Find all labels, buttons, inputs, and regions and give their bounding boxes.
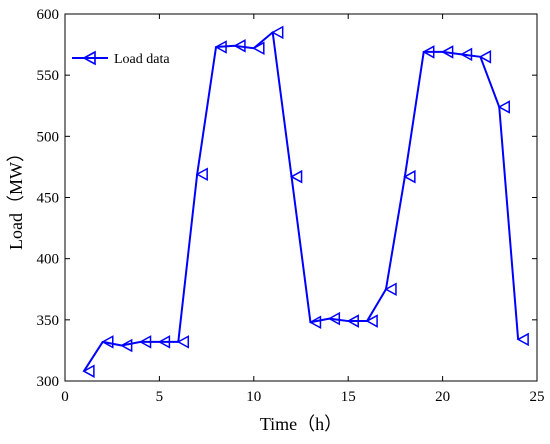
x-axis-label: Time（h） bbox=[260, 414, 342, 434]
y-tick-label: 500 bbox=[37, 129, 60, 145]
data-point-marker bbox=[422, 45, 435, 59]
x-tick-label: 15 bbox=[341, 389, 356, 405]
legend: Load data bbox=[66, 44, 194, 72]
y-tick-label: 300 bbox=[37, 374, 60, 390]
series-layer bbox=[82, 25, 529, 378]
data-point-marker bbox=[441, 45, 454, 59]
y-axis-label: Load（MW） bbox=[6, 144, 26, 250]
data-point-marker bbox=[384, 282, 397, 297]
x-tick-label: 20 bbox=[435, 389, 450, 405]
x-tick-label: 0 bbox=[61, 389, 69, 405]
y-tick-label: 450 bbox=[37, 191, 60, 207]
plot-area bbox=[64, 13, 538, 382]
axis-ticks: 0 5 10 15 20 25 300 350 400 450 500 550 600 bbox=[37, 7, 545, 405]
y-tick-label: 550 bbox=[37, 68, 60, 84]
data-point-marker bbox=[308, 315, 322, 330]
data-point-marker bbox=[346, 314, 359, 328]
x-tick-label: 25 bbox=[530, 389, 545, 405]
data-point-marker bbox=[365, 314, 378, 328]
series-line bbox=[83, 31, 520, 372]
y-tick-label: 400 bbox=[37, 252, 60, 268]
data-point-marker bbox=[233, 39, 246, 53]
data-point-marker bbox=[327, 311, 341, 326]
x-tick-label: 10 bbox=[246, 389, 261, 405]
x-tick-label: 5 bbox=[156, 389, 164, 405]
data-point-marker bbox=[101, 335, 114, 349]
legend-marker-swatch bbox=[82, 50, 96, 66]
data-point-marker bbox=[516, 332, 529, 347]
data-point-marker bbox=[157, 335, 171, 349]
data-point-marker bbox=[252, 41, 265, 56]
data-point-marker bbox=[82, 364, 95, 378]
data-point-marker bbox=[478, 50, 492, 64]
legend-label: Load data bbox=[114, 52, 170, 67]
data-point-marker bbox=[214, 40, 227, 54]
data-point-marker bbox=[497, 100, 510, 114]
y-tick-label: 350 bbox=[37, 313, 60, 329]
data-point-marker bbox=[459, 47, 473, 62]
data-point-marker bbox=[290, 169, 303, 184]
data-point-marker bbox=[176, 335, 190, 349]
data-point-marker bbox=[120, 338, 133, 353]
data-point-marker bbox=[195, 167, 208, 182]
y-tick-label: 600 bbox=[37, 7, 60, 23]
data-point-marker bbox=[138, 335, 152, 349]
data-point-marker bbox=[403, 169, 416, 184]
data-point-marker bbox=[271, 25, 284, 40]
